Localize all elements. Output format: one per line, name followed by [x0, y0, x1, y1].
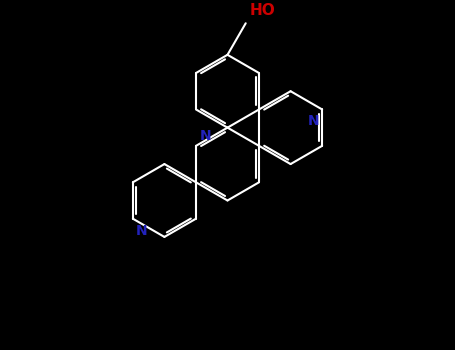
Text: N: N	[135, 224, 147, 238]
Text: N: N	[308, 114, 320, 128]
Text: HO: HO	[250, 4, 275, 19]
Text: N: N	[200, 130, 212, 144]
